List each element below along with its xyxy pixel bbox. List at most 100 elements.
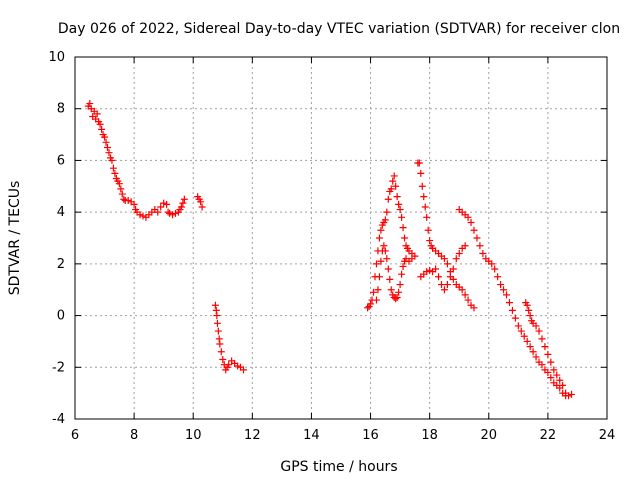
- series-segment-5: [372, 242, 419, 304]
- data-point: [163, 200, 171, 208]
- data-point: [532, 322, 540, 330]
- data-point: [476, 242, 484, 250]
- data-point: [532, 353, 540, 361]
- data-point: [443, 260, 451, 268]
- data-point: [396, 206, 404, 214]
- data-point: [562, 389, 570, 397]
- data-point: [544, 368, 552, 376]
- data-point: [426, 266, 434, 274]
- series-segment-2: [194, 193, 206, 211]
- data-point: [372, 260, 380, 268]
- data-point: [157, 203, 165, 211]
- series-segment-7: [417, 242, 469, 294]
- data-point: [568, 390, 576, 398]
- data-point: [395, 200, 403, 208]
- chart-title: Day 026 of 2022, Sidereal Day-to-day VTE…: [58, 21, 620, 37]
- data-point: [399, 224, 407, 232]
- data-point: [111, 169, 119, 177]
- data-point: [401, 234, 409, 242]
- x-tick-label: 12: [244, 428, 261, 443]
- y-tick-label: 2: [57, 257, 65, 272]
- data-point: [525, 306, 533, 314]
- data-point: [120, 195, 128, 203]
- data-point: [160, 199, 168, 207]
- data-point: [520, 332, 528, 340]
- x-tick-label: 22: [540, 428, 557, 443]
- data-point: [415, 159, 423, 167]
- data-point: [423, 268, 431, 276]
- y-tick-label: 0: [57, 309, 65, 324]
- data-point: [179, 199, 187, 207]
- data-point: [118, 190, 126, 198]
- data-point: [464, 296, 472, 304]
- data-point: [505, 299, 513, 307]
- data-point: [225, 361, 233, 369]
- data-point: [383, 255, 391, 263]
- data-point: [553, 371, 561, 379]
- data-point: [217, 348, 225, 356]
- data-point: [96, 120, 104, 128]
- data-point: [387, 286, 395, 294]
- data-point: [384, 265, 392, 273]
- data-point: [464, 213, 472, 221]
- data-point: [374, 286, 382, 294]
- x-tick-label: 6: [71, 428, 79, 443]
- data-point: [559, 381, 567, 389]
- data-point: [556, 376, 564, 384]
- data-point: [470, 226, 478, 234]
- data-point: [541, 343, 549, 351]
- data-point: [426, 237, 434, 245]
- data-point: [197, 198, 205, 206]
- data-point: [377, 226, 385, 234]
- x-tick-label: 10: [185, 428, 202, 443]
- y-tick-label: -4: [52, 412, 65, 427]
- data-point: [494, 273, 502, 281]
- data-point: [393, 193, 401, 201]
- series-segment-6: [414, 159, 478, 312]
- data-point: [102, 138, 110, 146]
- data-point: [399, 262, 407, 270]
- data-point: [418, 182, 426, 190]
- data-point: [130, 200, 138, 208]
- data-point: [101, 133, 109, 141]
- data-point: [177, 203, 185, 211]
- data-point: [386, 275, 394, 283]
- data-point: [452, 255, 460, 263]
- data-point: [169, 211, 177, 219]
- data-point: [511, 314, 519, 322]
- data-point: [213, 319, 221, 327]
- x-tick-label: 16: [362, 428, 379, 443]
- data-point: [470, 304, 478, 312]
- data-point: [136, 211, 144, 219]
- plot-frame: [74, 56, 608, 420]
- data-point: [171, 209, 179, 217]
- data-point: [514, 322, 522, 330]
- data-point: [139, 212, 147, 220]
- data-point: [424, 226, 432, 234]
- data-point: [216, 340, 224, 348]
- data-point: [115, 180, 123, 188]
- data-point: [461, 291, 469, 299]
- data-point: [396, 281, 404, 289]
- series-segment-1: [84, 100, 188, 221]
- data-point: [164, 208, 172, 216]
- data-point: [109, 164, 117, 172]
- data-point: [389, 177, 397, 185]
- data-point: [166, 209, 174, 217]
- data-point: [392, 182, 400, 190]
- data-point: [214, 327, 222, 335]
- data-point: [491, 265, 499, 273]
- data-point: [497, 281, 505, 289]
- data-point: [440, 286, 448, 294]
- data-point: [398, 213, 406, 221]
- data-point: [198, 203, 206, 211]
- data-point: [372, 296, 380, 304]
- data-point: [375, 273, 383, 281]
- data-point: [523, 301, 531, 309]
- series-segment-9: [522, 299, 570, 397]
- x-axis-title: GPS time / hours: [280, 459, 397, 475]
- data-points: [84, 100, 576, 400]
- data-point: [98, 125, 106, 133]
- data-point: [473, 234, 481, 242]
- series-segment-8: [455, 206, 576, 400]
